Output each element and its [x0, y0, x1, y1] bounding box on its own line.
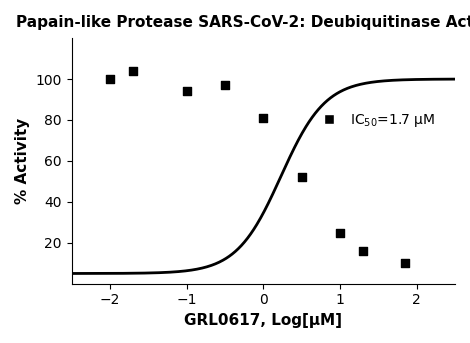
- Point: [221, 82, 229, 88]
- Point: [359, 248, 367, 254]
- Point: [401, 261, 409, 266]
- Point: [129, 68, 137, 74]
- Point: [259, 115, 267, 121]
- Point: [183, 88, 190, 94]
- Title: Papain-like Protease SARS-CoV-2: Deubiquitinase Activity: Papain-like Protease SARS-CoV-2: Deubiqu…: [16, 15, 470, 30]
- Point: [106, 76, 114, 82]
- Y-axis label: % Activity: % Activity: [15, 118, 30, 204]
- Point: [336, 230, 344, 235]
- X-axis label: GRL0617, Log[μM]: GRL0617, Log[μM]: [184, 313, 342, 328]
- Point: [298, 175, 306, 180]
- Legend: IC$_{50}$=1.7 μM: IC$_{50}$=1.7 μM: [309, 106, 440, 134]
